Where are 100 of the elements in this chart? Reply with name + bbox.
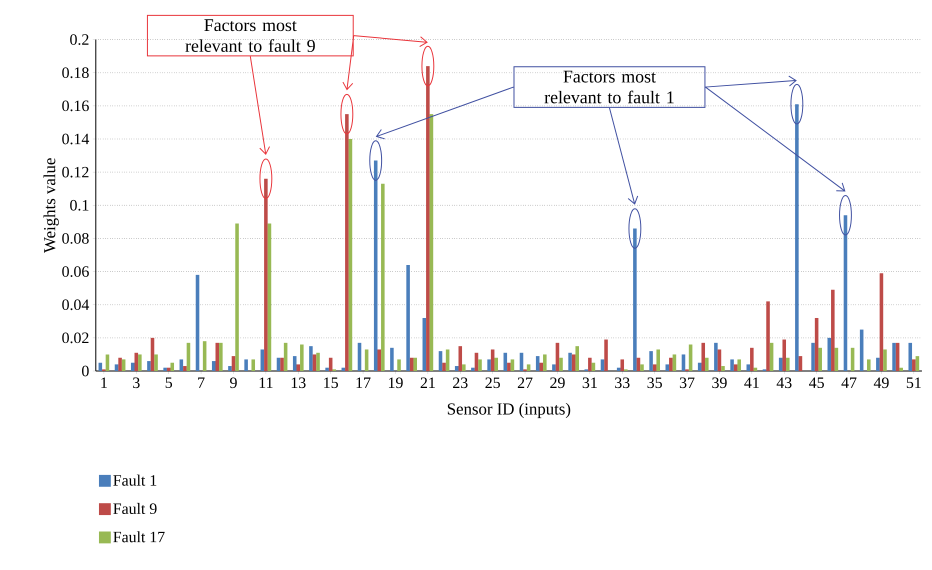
bar	[348, 139, 352, 372]
bar	[770, 342, 774, 372]
bar	[147, 361, 151, 372]
bar	[604, 340, 608, 372]
bar	[280, 358, 284, 372]
bar	[458, 346, 462, 372]
x-tick-label: 47	[841, 378, 856, 388]
bar	[880, 273, 884, 372]
bar	[244, 359, 248, 372]
bar	[284, 342, 288, 372]
x-tick-label: 35	[647, 378, 662, 388]
bar	[138, 354, 142, 372]
y-tick-label: 0.2	[70, 34, 88, 46]
bar	[504, 352, 508, 372]
bar	[795, 104, 799, 372]
bar	[568, 352, 572, 372]
bar	[216, 342, 220, 372]
bar	[636, 358, 640, 372]
bar	[782, 340, 786, 372]
bar	[520, 352, 524, 372]
bar	[575, 346, 579, 372]
y-tick-label: 0.04	[62, 299, 90, 310]
bar	[652, 364, 656, 372]
bar	[296, 364, 300, 372]
bar	[358, 342, 362, 372]
bar	[309, 346, 313, 372]
bar	[180, 359, 184, 372]
bar	[834, 348, 838, 372]
bar	[714, 342, 718, 372]
bar	[292, 356, 296, 372]
y-tick-label: 0.08	[62, 233, 89, 244]
bar	[698, 362, 702, 372]
bar	[734, 364, 738, 372]
bar	[682, 354, 686, 372]
x-tick-label: 11	[260, 378, 273, 388]
annotation: Factors most relevant to fault 9	[185, 19, 315, 52]
y-tick-label: 0.14	[62, 134, 90, 144]
bar	[446, 350, 450, 372]
x-tick-label: 45	[809, 378, 824, 388]
bar	[656, 350, 660, 372]
bar	[232, 356, 236, 372]
bar	[374, 160, 378, 372]
bar	[916, 356, 920, 372]
bar	[202, 341, 206, 372]
bar	[276, 358, 280, 372]
bar	[377, 350, 382, 372]
bar	[490, 350, 494, 372]
bar	[526, 364, 530, 372]
y-tick-label: 0.06	[62, 266, 89, 278]
bar	[536, 356, 540, 372]
bar	[860, 330, 864, 372]
bar	[737, 359, 741, 372]
bar	[260, 350, 264, 372]
bar	[543, 354, 547, 372]
bar	[899, 368, 903, 372]
bar	[219, 342, 223, 372]
legend-label: Fault 17	[113, 531, 165, 542]
bar	[616, 368, 620, 372]
x-tick-label: 17	[356, 378, 371, 388]
x-tick-label: 21	[420, 378, 435, 388]
bar	[592, 362, 596, 372]
bar	[672, 354, 676, 372]
bar	[600, 359, 604, 372]
bar	[325, 368, 329, 372]
bar	[228, 366, 232, 372]
bar	[778, 358, 782, 372]
bar	[688, 344, 692, 372]
bar	[666, 364, 670, 372]
bar	[620, 359, 624, 372]
bar	[844, 215, 848, 372]
bar	[154, 354, 158, 372]
bar	[471, 368, 475, 372]
x-tick-label: 27	[518, 378, 533, 388]
bar	[559, 358, 563, 372]
bar	[345, 114, 349, 372]
bar	[876, 358, 880, 372]
bar	[633, 228, 637, 372]
bar	[892, 342, 896, 372]
bar	[754, 368, 758, 372]
bar	[134, 352, 138, 372]
x-tick-label: 13	[292, 378, 306, 388]
x-tick-label: 37	[680, 378, 695, 388]
bar	[397, 359, 401, 372]
bar	[426, 66, 430, 372]
bar	[413, 358, 418, 372]
bar	[114, 364, 118, 372]
bar	[487, 359, 491, 372]
bar	[867, 359, 871, 372]
bar	[718, 350, 722, 372]
bar	[827, 338, 832, 372]
bar	[422, 318, 426, 372]
bar	[721, 366, 725, 372]
bar	[478, 359, 482, 372]
bar	[649, 351, 653, 372]
bar	[342, 368, 346, 372]
x-axis-title: Sensor ID (inputs)	[448, 402, 570, 418]
x-tick-label: 29	[550, 378, 565, 388]
bar	[730, 359, 734, 372]
x-tick-label: 49	[874, 378, 889, 388]
bar	[454, 366, 458, 372]
